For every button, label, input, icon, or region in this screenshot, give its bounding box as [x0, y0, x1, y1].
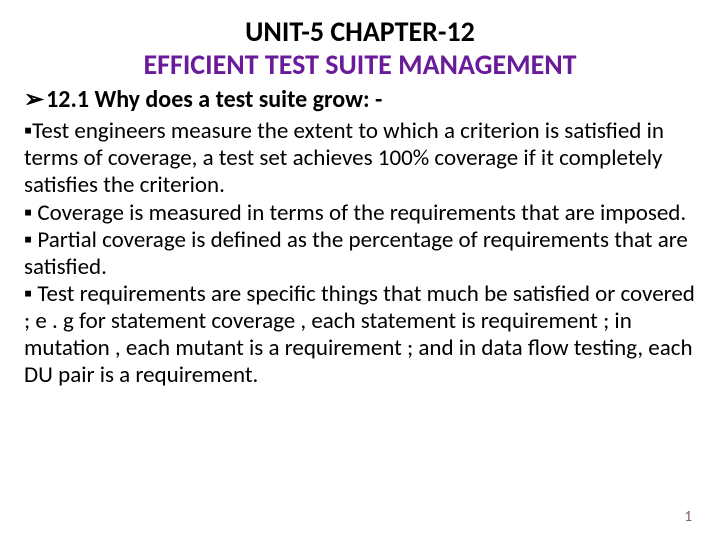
- section-heading: ➢12.1 Why does a test suite grow: -: [24, 85, 696, 114]
- section-heading-text: 12.1 Why does a test suite grow: -: [46, 85, 382, 114]
- square-bullet-icon: ▪: [24, 118, 32, 145]
- bullet-text: Coverage is measured in terms of the req…: [32, 199, 686, 227]
- square-bullet-icon: ▪: [24, 281, 32, 308]
- title-line1: UNIT-5 CHAPTER-12: [24, 14, 696, 49]
- bullet-text: Test engineers measure the extent to whi…: [24, 117, 664, 199]
- body-text: ▪Test engineers measure the extent to wh…: [24, 118, 696, 389]
- arrow-icon: ➢: [24, 85, 44, 114]
- title-line2: EFFICIENT TEST SUITE MANAGEMENT: [24, 49, 696, 81]
- page-number: 1: [684, 508, 692, 526]
- square-bullet-icon: ▪: [24, 227, 32, 254]
- bullet-text: Partial coverage is defined as the perce…: [24, 226, 688, 281]
- title-block: UNIT-5 CHAPTER-12 EFFICIENT TEST SUITE M…: [24, 14, 696, 81]
- bullet-text: Test requirements are specific things th…: [24, 280, 695, 389]
- slide: UNIT-5 CHAPTER-12 EFFICIENT TEST SUITE M…: [0, 0, 720, 389]
- square-bullet-icon: ▪: [24, 200, 32, 227]
